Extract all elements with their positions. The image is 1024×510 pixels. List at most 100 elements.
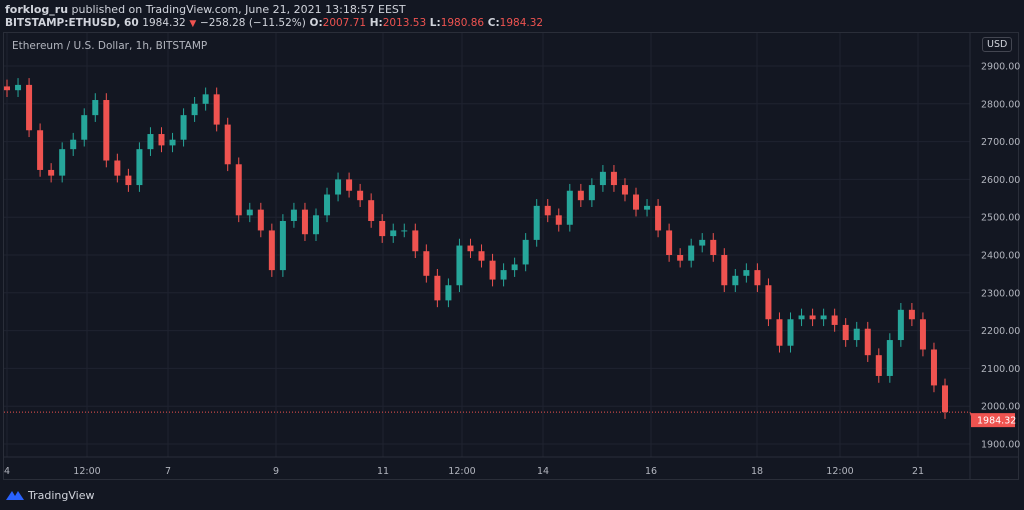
candle-body	[401, 230, 408, 232]
candle-body	[434, 275, 441, 301]
candle-body	[566, 190, 573, 225]
candle-body	[445, 285, 452, 301]
last-price-label: 1984.32	[977, 416, 1016, 427]
candle-body	[875, 355, 882, 376]
candle-body	[533, 205, 540, 240]
candle-body	[136, 149, 143, 186]
low-value: 1980.86	[440, 17, 485, 29]
candle-body	[48, 169, 55, 176]
publish-text: published on TradingView.com, June 21, 2…	[71, 3, 406, 16]
candle-body	[246, 209, 253, 216]
candle-body	[864, 328, 871, 356]
candle-body	[842, 324, 849, 341]
candle-body	[688, 245, 695, 261]
x-tick-label: 7	[165, 466, 171, 477]
candle-body	[511, 264, 518, 271]
candle-body	[467, 245, 474, 252]
candle-body	[588, 185, 595, 201]
y-tick-label: 2400.00	[981, 251, 1020, 262]
candle-body	[213, 94, 220, 125]
candle-body	[379, 220, 386, 237]
last-price-badge	[971, 413, 1015, 428]
y-tick-label: 2100.00	[981, 364, 1020, 375]
currency-button[interactable]: USD	[982, 37, 1013, 52]
candle-body	[831, 315, 838, 325]
candle-body	[312, 215, 319, 235]
author[interactable]: forklog_ru	[5, 3, 69, 16]
y-tick-label: 2200.00	[981, 326, 1020, 337]
close-label: C:	[487, 17, 500, 29]
candle-body	[324, 194, 331, 216]
chart-panel[interactable]	[3, 32, 1019, 480]
x-tick-label: 12:00	[826, 466, 853, 477]
symbol-info: BITSTAMP:ETHUSD, 60 1984.32 ▼ −258.28 (−…	[5, 17, 543, 29]
candle-body	[732, 275, 739, 286]
close-value: 1984.32	[499, 17, 544, 29]
candle-body	[202, 94, 209, 104]
candle-body	[412, 230, 419, 252]
candle-body	[666, 230, 673, 255]
candle-body	[279, 220, 286, 271]
high-value: 2013.53	[382, 17, 427, 29]
candle-body	[677, 255, 684, 261]
candle-body	[59, 149, 66, 176]
candle-body	[820, 315, 827, 320]
candle-body	[489, 260, 496, 280]
last-price: 1984.32	[142, 17, 186, 29]
open-label: O:	[309, 17, 323, 29]
candle-body	[721, 255, 728, 286]
candle-body	[522, 239, 529, 265]
candle-body	[809, 315, 816, 320]
candle-body	[125, 175, 132, 186]
candle-body	[555, 215, 562, 225]
y-tick-label: 2000.00	[981, 402, 1020, 413]
high-label: H:	[369, 17, 383, 29]
x-tick-label: 16	[645, 466, 657, 477]
open-value: 2007.71	[322, 17, 367, 29]
y-tick-label: 2700.00	[981, 137, 1020, 148]
y-tick-label: 1900.00	[981, 440, 1020, 451]
candle-body	[633, 194, 640, 210]
symbol: BITSTAMP:ETHUSD, 60	[5, 17, 139, 29]
tradingview-logo[interactable]: TradingView	[5, 488, 94, 502]
x-tick-label: 21	[912, 466, 924, 477]
candle-body	[169, 139, 176, 146]
down-triangle-icon: ▼	[189, 19, 197, 29]
candle-body	[577, 190, 584, 201]
candle-body	[897, 309, 904, 341]
x-tick-label: 9	[273, 466, 279, 477]
candle-body	[26, 84, 33, 131]
x-tick-label: 11	[377, 466, 389, 477]
candle-body	[500, 270, 507, 280]
candle-body	[942, 385, 948, 413]
candle-body	[544, 205, 551, 216]
candle-body	[224, 124, 231, 165]
candle-body	[70, 139, 77, 150]
x-tick-label: 12:00	[73, 466, 100, 477]
y-tick-label: 2600.00	[981, 175, 1020, 186]
x-tick-label: 14	[537, 466, 549, 477]
candle-body	[92, 100, 99, 116]
candle-body	[478, 251, 485, 261]
candle-body	[257, 209, 264, 231]
candle-body	[357, 190, 364, 201]
low-label: L:	[429, 17, 441, 29]
candle-body	[456, 245, 463, 286]
candle-body	[621, 185, 628, 195]
candle-body	[610, 171, 617, 186]
candle-body	[743, 270, 750, 276]
candle-body	[346, 179, 353, 191]
candle-body	[4, 86, 10, 91]
candle-body	[158, 134, 165, 146]
candle-body	[798, 315, 805, 320]
change: −258.28 (−11.52%)	[199, 17, 306, 29]
candle-body	[180, 115, 187, 140]
candle-body	[886, 340, 893, 376]
candle-body	[644, 205, 651, 210]
candle-body	[423, 251, 430, 276]
tradingview-icon	[6, 491, 24, 500]
candle-body	[919, 319, 926, 350]
candle-body	[235, 164, 242, 216]
y-tick-label: 2800.00	[981, 99, 1020, 110]
